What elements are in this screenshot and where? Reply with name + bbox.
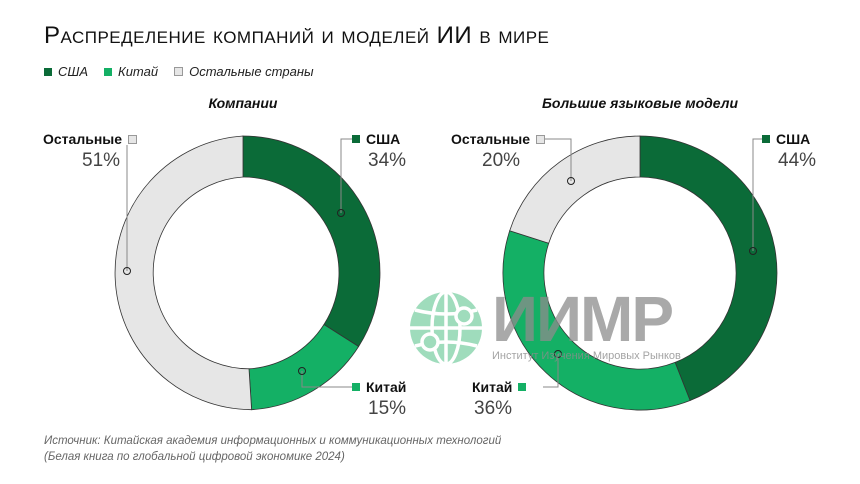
legend-item-usa: США: [44, 64, 88, 79]
label-name: Китай: [366, 379, 407, 395]
pct-usa-llm: 44%: [778, 150, 817, 171]
label-name: Китай: [472, 379, 513, 395]
legend-item-china: Китай: [104, 64, 158, 79]
usa-marker-icon: [352, 135, 360, 143]
pct-usa-companies: 34%: [368, 150, 407, 171]
china-marker-icon: [352, 383, 360, 391]
legend-label: США: [58, 64, 89, 79]
label-usa-companies: США: [352, 131, 400, 147]
usa-marker-icon: [762, 135, 770, 143]
other-marker-icon: [128, 134, 138, 144]
label-name: США: [776, 131, 811, 147]
source-line-2: (Белая книга по глобальной цифровой экон…: [44, 451, 345, 463]
pct-other-llm: 20%: [482, 150, 521, 171]
legend-label: Остальные страны: [189, 64, 314, 79]
pct-china-companies: 15%: [368, 398, 407, 419]
label-name: Остальные: [43, 131, 123, 147]
source-note: Источник: Китайская академия информацион…: [44, 433, 501, 465]
pct-other-companies: 51%: [82, 150, 121, 171]
segment-other: [114, 135, 253, 411]
china-swatch-icon: [104, 67, 113, 76]
china-marker-icon: [518, 383, 527, 391]
donut-companies: [114, 135, 381, 411]
label-name: Остальные: [451, 131, 531, 147]
source-line-1: Источник: Китайская академия информацион…: [44, 435, 502, 447]
segment-usa: [242, 135, 381, 348]
page-title: Распределение компаний и моделей ИИ в ми…: [44, 22, 550, 49]
label-name: США: [366, 131, 401, 147]
chart-title-companies: Компании: [208, 95, 278, 111]
label-china-companies: Китай: [352, 379, 406, 395]
donut-llm: [502, 135, 778, 411]
legend-item-other: Остальные страны: [174, 64, 314, 79]
segment-china: [502, 230, 691, 411]
legend-label: Китай: [118, 64, 159, 79]
segment-other: [509, 135, 641, 244]
usa-swatch-icon: [44, 67, 52, 76]
globe-icon: [410, 290, 482, 366]
segment-usa: [639, 135, 778, 402]
other-swatch-icon: [174, 67, 184, 76]
label-other-llm: Остальные: [451, 131, 546, 147]
watermark-subtitle: Институт Изучения Мировых Рынков: [492, 350, 681, 362]
label-other-companies: Остальные: [43, 131, 138, 147]
label-usa-llm: США: [762, 131, 810, 147]
segment-china: [248, 323, 360, 411]
legend: США Китай Остальные страны: [44, 64, 314, 79]
label-china-llm: Китай: [472, 379, 527, 395]
chart-title-llm: Большие языковые модели: [541, 95, 739, 111]
other-marker-icon: [536, 134, 546, 144]
watermark-logo: ИИМР: [492, 283, 674, 355]
pct-china-llm: 36%: [474, 398, 513, 419]
